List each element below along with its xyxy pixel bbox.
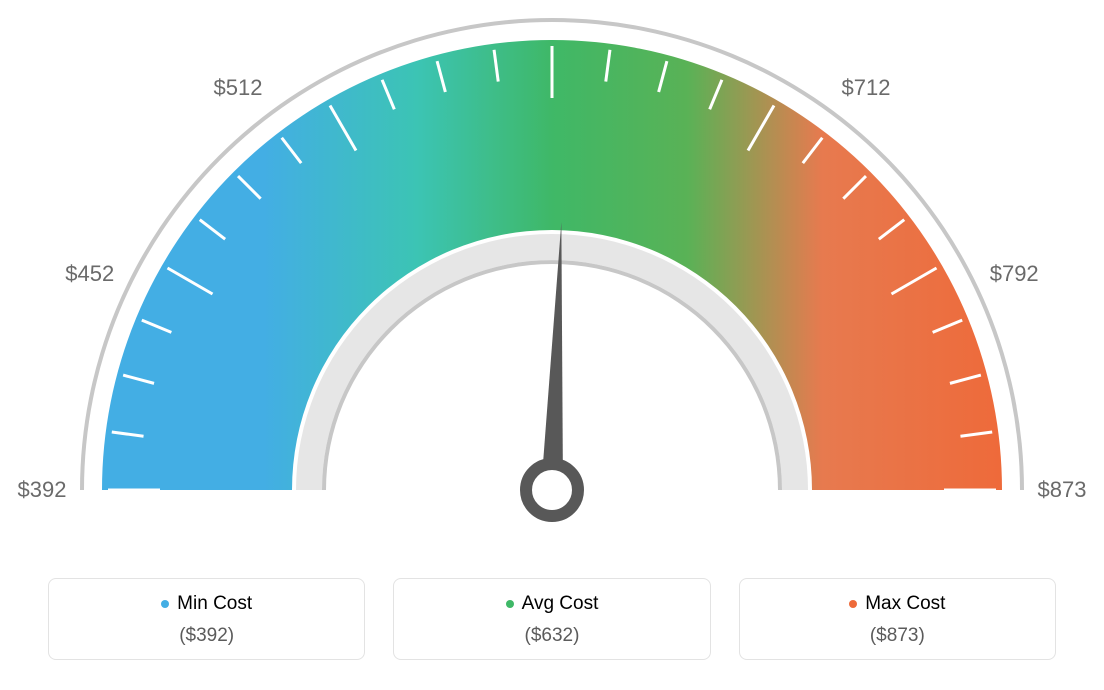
gauge-tick-label: $873	[1038, 477, 1087, 503]
legend-label-max: Max Cost	[865, 593, 945, 615]
gauge-tick-label: $452	[65, 261, 114, 287]
legend-dot-min	[161, 600, 169, 608]
gauge-tick-label: $392	[18, 477, 67, 503]
gauge-tick-label: $792	[990, 261, 1039, 287]
legend-title-avg: Avg Cost	[506, 593, 599, 615]
gauge-tick-label: $712	[842, 75, 891, 101]
legend-dot-max	[849, 600, 857, 608]
legend-value-max: ($873)	[750, 625, 1045, 647]
legend-label-avg: Avg Cost	[522, 593, 599, 615]
legend-value-min: ($392)	[59, 625, 354, 647]
legend-title-min: Min Cost	[161, 593, 252, 615]
legend-card-min: Min Cost ($392)	[48, 578, 365, 660]
legend-title-max: Max Cost	[849, 593, 945, 615]
gauge-tick-label: $512	[214, 75, 263, 101]
legend-row: Min Cost ($392) Avg Cost ($632) Max Cost…	[48, 578, 1056, 660]
legend-label-min: Min Cost	[177, 593, 252, 615]
legend-card-max: Max Cost ($873)	[739, 578, 1056, 660]
cost-gauge: $392$452$512$632$712$792$873	[0, 0, 1104, 560]
gauge-svg	[0, 0, 1104, 560]
legend-value-avg: ($632)	[404, 625, 699, 647]
legend-dot-avg	[506, 600, 514, 608]
legend-card-avg: Avg Cost ($632)	[393, 578, 710, 660]
